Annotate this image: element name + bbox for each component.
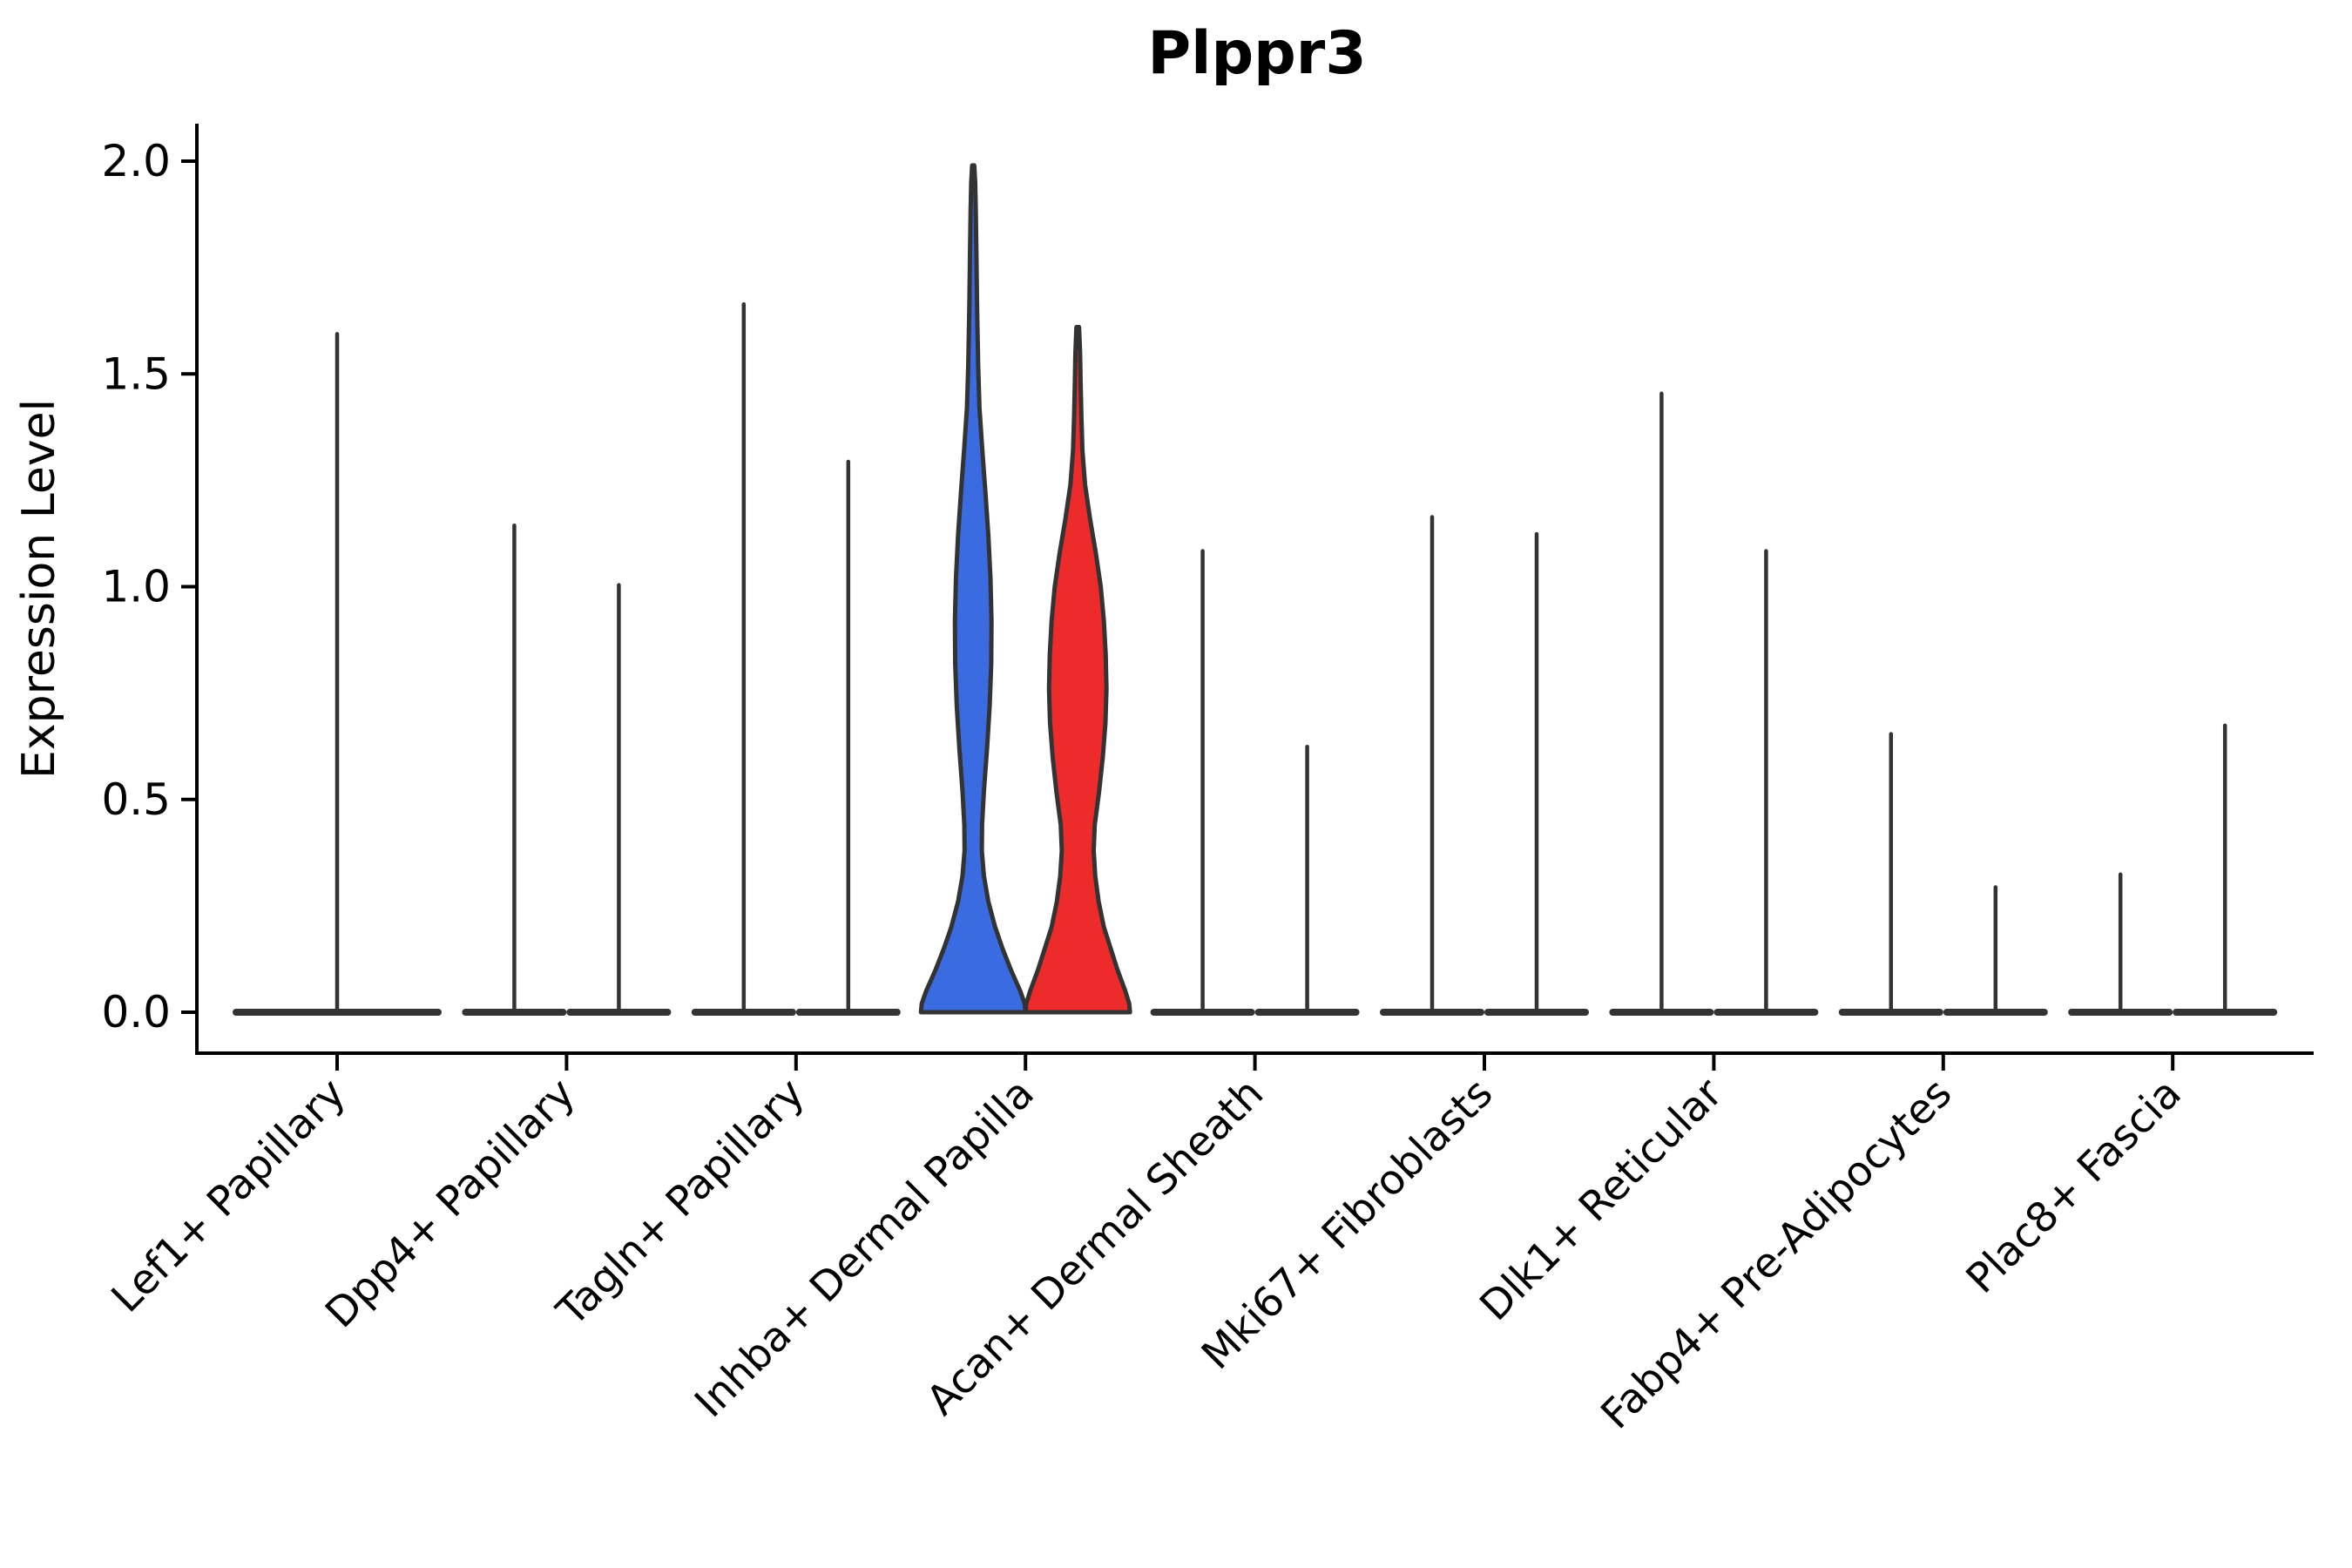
- x-tick-label: Lef1+ Papillary: [103, 1070, 355, 1322]
- axis-spines: [195, 124, 2314, 1055]
- x-tick-label: Tagln+ Papillary: [547, 1070, 814, 1336]
- y-axis-label: Expression Level: [13, 399, 65, 779]
- chart-title: Plppr3: [1147, 19, 1366, 88]
- x-tick-label: Plac8+ Fascia: [1957, 1070, 2191, 1303]
- violin-body: [1023, 325, 1132, 1015]
- x-tick-label: Dpp4+ Papillary: [316, 1070, 585, 1338]
- y-tick-label: 2.0: [101, 136, 171, 186]
- y-tick-label: 0.0: [101, 987, 171, 1037]
- violin-body: [918, 163, 1028, 1015]
- y-tick-label: 1.5: [101, 348, 171, 399]
- x-tick-label: Dlk1+ Reticular: [1470, 1069, 1732, 1330]
- y-tick-label: 0.5: [101, 774, 171, 825]
- y-tick-label: 1.0: [101, 562, 171, 612]
